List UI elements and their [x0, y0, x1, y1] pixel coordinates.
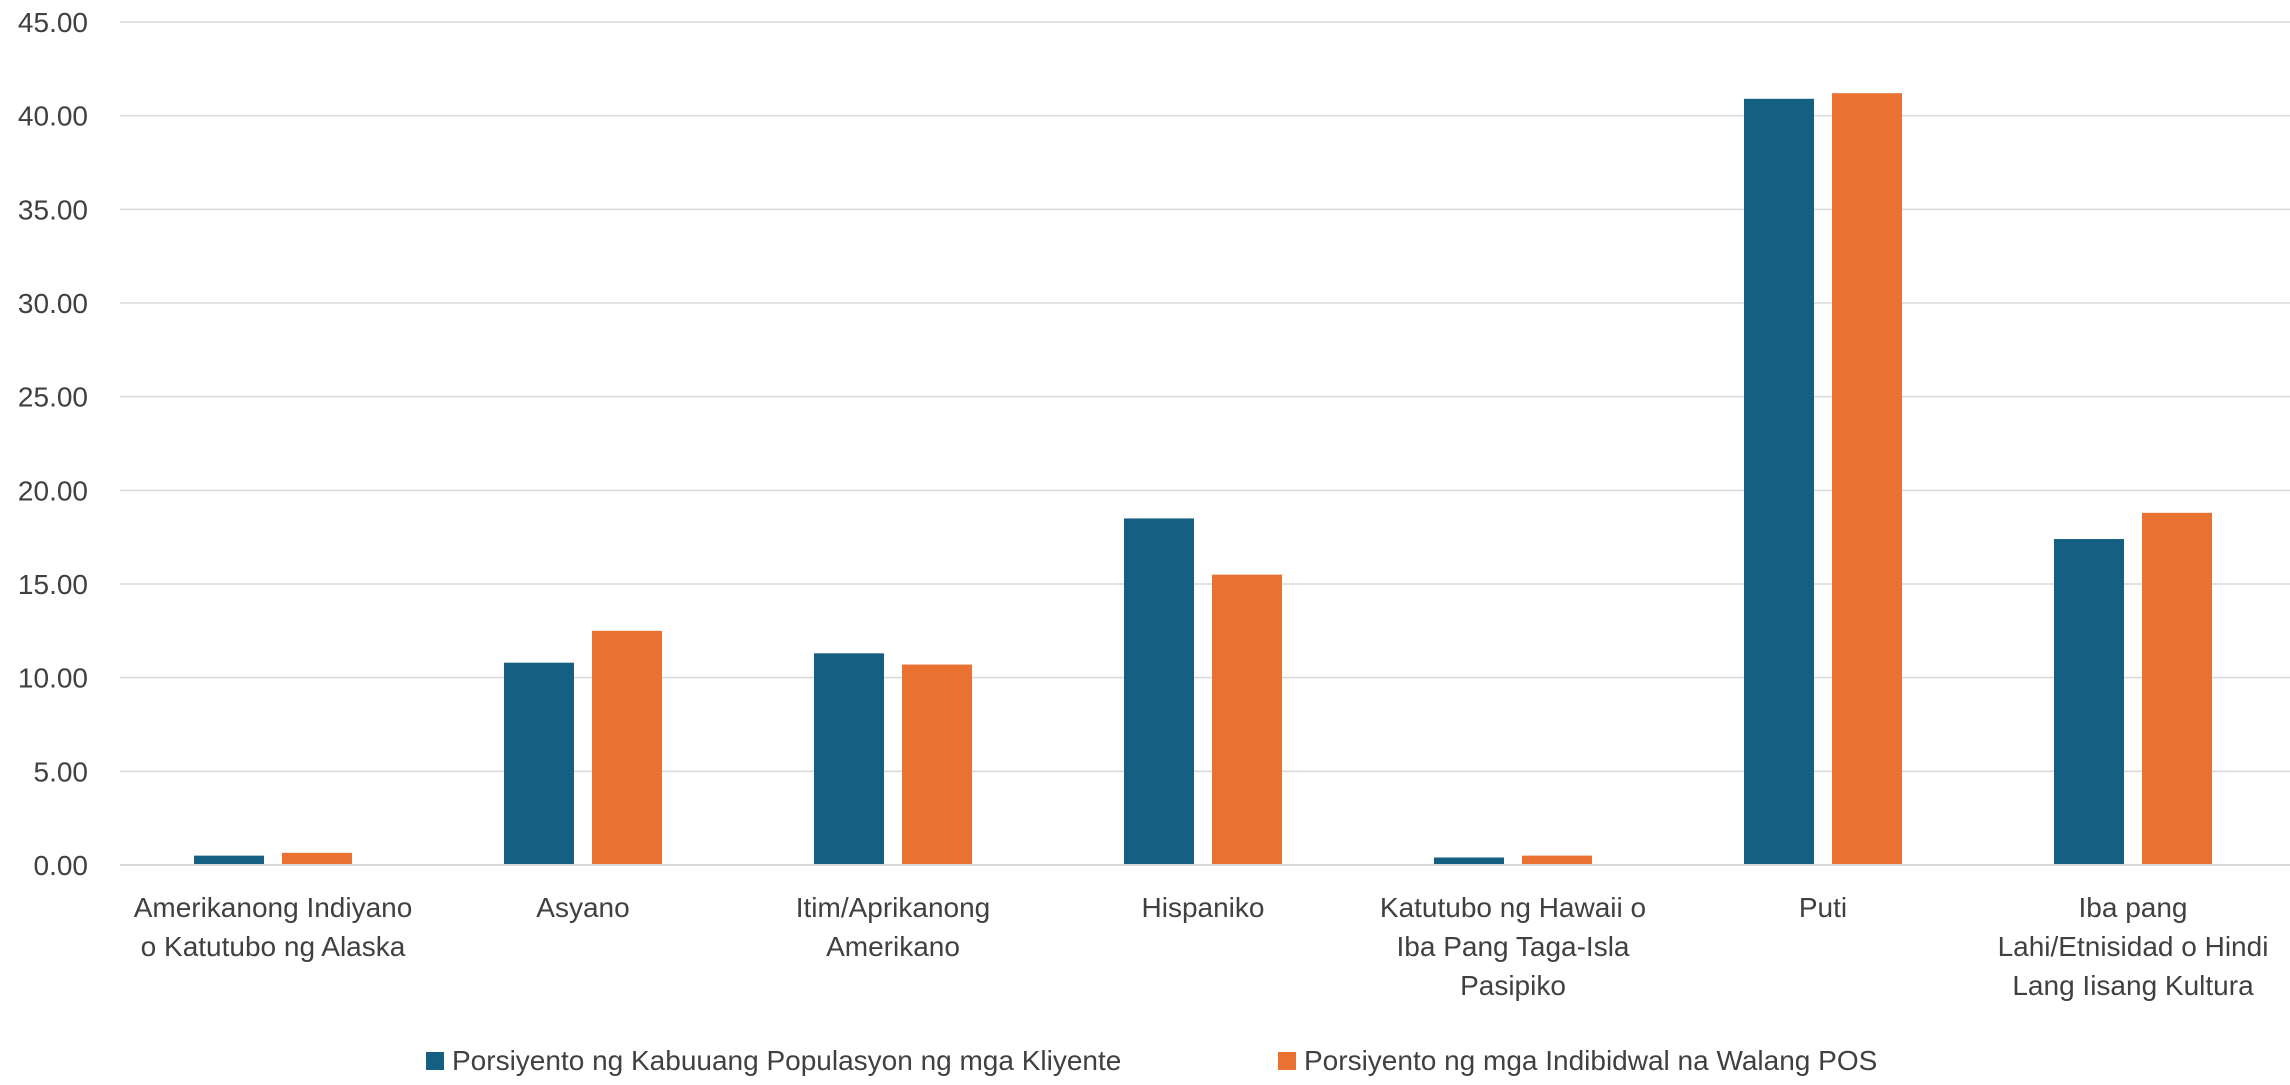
bar-series-1: [814, 653, 884, 865]
x-tick-label: Iba Pang Taga-Isla: [1397, 931, 1630, 962]
y-tick-label: 25.00: [18, 382, 88, 413]
bar-series-1: [194, 855, 264, 865]
y-tick-label: 5.00: [34, 756, 89, 787]
bar-series-2: [282, 852, 352, 865]
bar-series-1: [1744, 98, 1814, 866]
x-tick-label: Hispaniko: [1142, 892, 1265, 923]
x-tick-label: Itim/Aprikanong: [796, 892, 991, 923]
bar-series-2: [1212, 574, 1282, 865]
y-axis: 0.00 5.00 10.00 15.00 20.00 25.00 30.00 35.00 40…: [18, 7, 88, 881]
y-tick-label: 15.00: [18, 569, 88, 600]
bar-series-1: [1434, 857, 1504, 865]
legend-label: Porsiyento ng mga Indibidwal na Walang P…: [1304, 1045, 1877, 1076]
legend-swatch: [426, 1052, 444, 1070]
bar-series-1: [1124, 518, 1194, 865]
x-tick-label: o Katutubo ng Alaska: [141, 931, 406, 962]
y-tick-label: 40.00: [18, 101, 88, 132]
legend: Porsiyento ng Kabuuang Populasyon ng mga…: [426, 1045, 1877, 1076]
bar-series-2: [902, 664, 972, 865]
x-tick-label: Amerikano: [826, 931, 960, 962]
x-tick-label: Lang Iisang Kultura: [2012, 970, 2254, 1001]
x-tick-label: Lahi/Etnisidad o Hindi: [1998, 931, 2269, 962]
legend-swatch: [1278, 1052, 1296, 1070]
bar-series-2: [2142, 512, 2212, 865]
y-tick-label: 35.00: [18, 194, 88, 225]
bar-series-2: [592, 630, 662, 865]
y-tick-label: 0.00: [34, 850, 89, 881]
legend-label: Porsiyento ng Kabuuang Populasyon ng mga…: [452, 1045, 1121, 1076]
x-tick-label: Iba pang: [2079, 892, 2188, 923]
x-tick-label: Amerikanong Indiyano: [134, 892, 413, 923]
y-tick-label: 45.00: [18, 7, 88, 38]
bar-series-2: [1832, 93, 1902, 866]
x-tick-label: Pasipiko: [1460, 970, 1566, 1001]
y-tick-label: 20.00: [18, 475, 88, 506]
bar-series-1: [504, 662, 574, 865]
bars: [194, 93, 2212, 866]
x-tick-label: Puti: [1799, 892, 1847, 923]
y-tick-label: 10.00: [18, 663, 88, 694]
x-tick-label: Asyano: [536, 892, 629, 923]
bar-series-1: [2054, 539, 2124, 865]
bar-series-2: [1522, 855, 1592, 865]
x-axis: Amerikanong Indiyano o Katutubo ng Alaska…: [120, 864, 2290, 1001]
gridlines: [120, 21, 2290, 773]
x-tick-label: Katutubo ng Hawaii o: [1380, 892, 1646, 923]
y-tick-label: 30.00: [18, 288, 88, 319]
